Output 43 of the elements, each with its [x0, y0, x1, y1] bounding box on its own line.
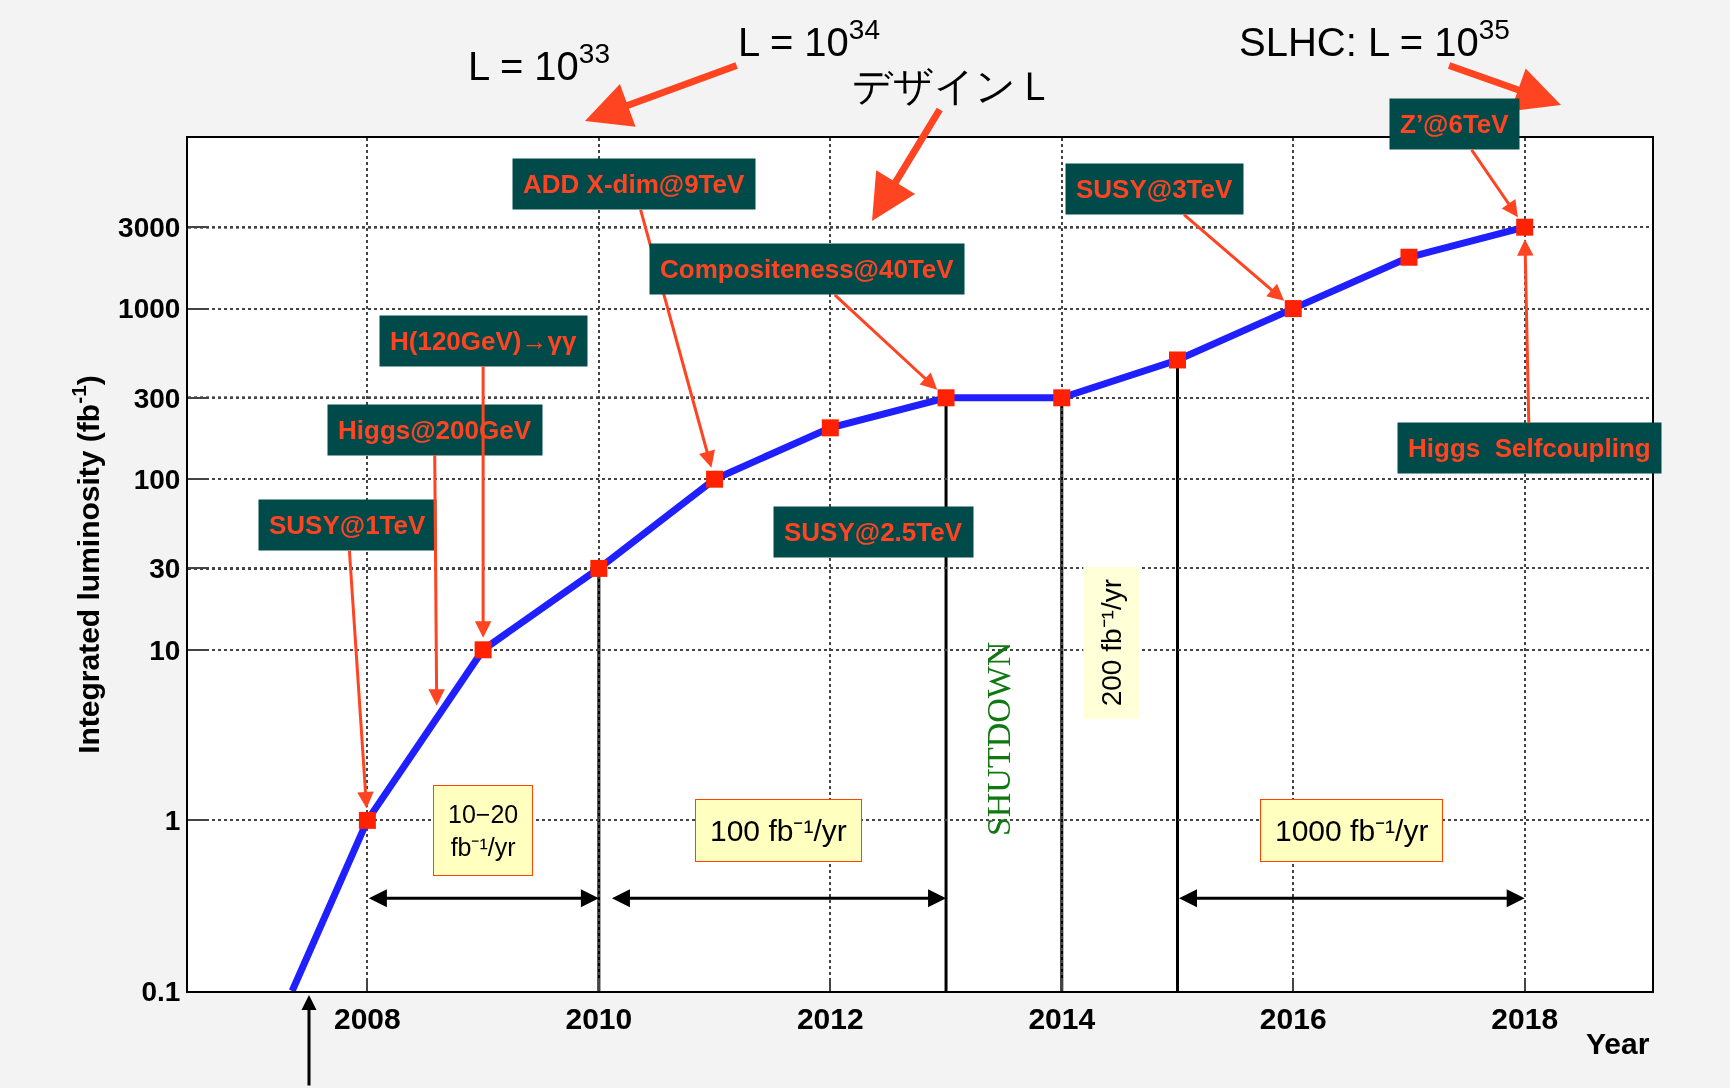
point [1400, 248, 1418, 266]
x-tick-label: 2018 [1491, 1002, 1559, 1035]
y-tick-label: 1000 [118, 293, 181, 325]
point [1169, 351, 1186, 369]
point [821, 419, 839, 437]
x-tick-label: 2014 [1028, 1002, 1096, 1035]
x-tick-label: 2010 [565, 1002, 633, 1035]
point [1053, 389, 1071, 407]
y-tick-label: 300 [133, 382, 181, 414]
x-axis-title: Year [1586, 1027, 1650, 1060]
y-tick-label: 1 [164, 805, 181, 837]
y-tick-label: 30 [149, 553, 181, 585]
text: L = 10$^{34}$ [738, 14, 880, 64]
y-tick-label: 0.1 [141, 975, 181, 1007]
annotation: Z’@6TeV [1400, 109, 1510, 139]
annotation: 100 fb⁻¹/yr [710, 814, 847, 847]
y-tick-label: 10 [149, 634, 181, 666]
annotation: 10−20 fb⁻¹/yr [448, 800, 519, 861]
annotation: H(120GeV)→γγ [390, 326, 577, 356]
y-tick-label: 3000 [118, 212, 181, 243]
point [1516, 218, 1534, 236]
x-tick-label: 2012 [796, 1002, 864, 1035]
x-tick-label: 2016 [1259, 1002, 1327, 1035]
annotation: 200 fb⁻¹/yr [1095, 579, 1127, 707]
point [937, 389, 955, 407]
point [590, 559, 608, 577]
text: SLHC: L = 10$^{35}$ [1239, 14, 1510, 64]
annotation: ADD X-dim@9TeV [523, 169, 745, 199]
x-tick-label: 2008 [334, 1002, 401, 1035]
annotation: 1000 fb⁻¹/yr [1275, 814, 1429, 847]
annotation: SHUTDOWN [980, 641, 1018, 837]
annotation: SUSY@3TeV [1076, 174, 1234, 204]
point [358, 811, 376, 829]
text: デザインＬ [852, 64, 1056, 108]
annotation: SUSY@2.5TeV [784, 517, 963, 547]
annotation: SUSY@1TeV [269, 510, 427, 540]
point [1284, 300, 1302, 318]
annotation: Higgs Selfcoupling [1408, 433, 1651, 463]
text: L = 10$^{33}$ [468, 38, 610, 88]
annotation: Compositeness@40TeV [660, 254, 955, 284]
point [706, 470, 724, 488]
point [474, 641, 492, 659]
y-tick-label: 100 [133, 464, 181, 495]
